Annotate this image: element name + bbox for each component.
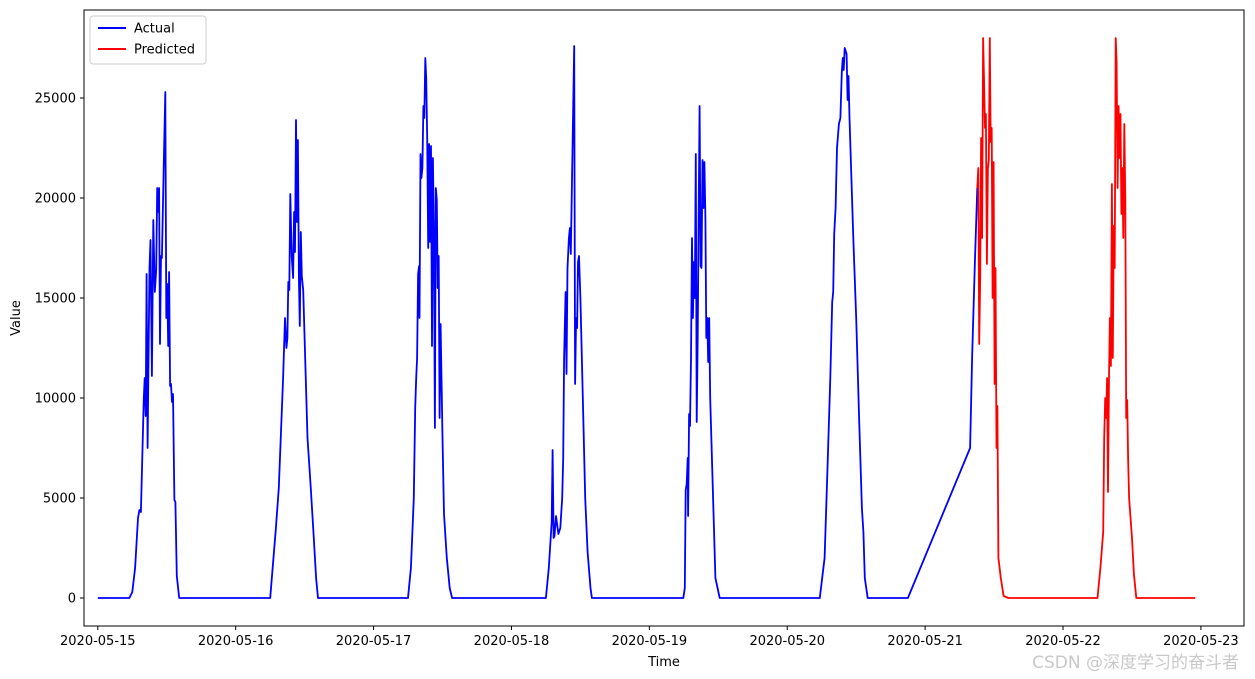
legend: Actual Predicted xyxy=(89,15,207,65)
y-tick-label: 15000 xyxy=(35,292,76,307)
x-tick-label: 2020-05-20 xyxy=(749,634,825,649)
x-tick-label: 2020-05-15 xyxy=(60,634,136,649)
y-tick-label: 10000 xyxy=(35,392,76,407)
x-tick-label: 2020-05-17 xyxy=(336,634,412,649)
y-tick-label: 25000 xyxy=(35,92,76,107)
x-tick-label: 2020-05-16 xyxy=(198,634,274,649)
y-axis: 0 5000 10000 15000 20000 25000 xyxy=(35,92,84,607)
x-tick-label: 2020-05-19 xyxy=(612,634,688,649)
y-tick-label: 5000 xyxy=(43,492,76,507)
x-tick-label: 2020-05-22 xyxy=(1025,634,1101,649)
legend-label-predicted: Predicted xyxy=(134,43,195,58)
y-tick-label: 20000 xyxy=(35,192,76,207)
y-axis-label: Value xyxy=(9,300,24,336)
x-axis-label: Time xyxy=(647,655,680,670)
x-axis: 2020-05-15 2020-05-16 2020-05-17 2020-05-18… xyxy=(60,626,1239,649)
plot-lines xyxy=(97,37,1196,599)
series-line-actual xyxy=(97,45,979,599)
legend-label-actual: Actual xyxy=(134,22,175,37)
x-tick-label: 2020-05-23 xyxy=(1163,634,1239,649)
y-tick-label: 0 xyxy=(68,592,76,607)
series-line-predicted xyxy=(976,37,1196,599)
plot-frame xyxy=(83,9,1245,627)
x-tick-label: 2020-05-21 xyxy=(887,634,963,649)
watermark-text: CSDN @深度学习的奋斗者 xyxy=(1032,653,1239,673)
x-tick-label: 2020-05-18 xyxy=(474,634,550,649)
